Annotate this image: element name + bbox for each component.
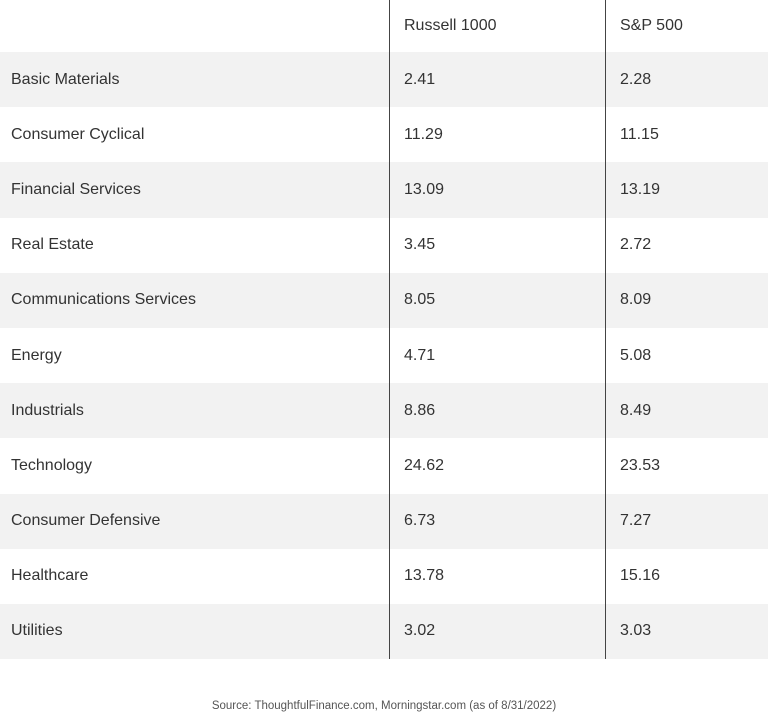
header-cell: S&P 500 xyxy=(605,0,768,52)
weight-value: 3.02 xyxy=(389,603,605,660)
table-row: Consumer Cyclical 11.29 11.15 xyxy=(0,107,768,163)
source-note: Source: ThoughtfulFinance.com, Morningst… xyxy=(211,700,557,712)
table-row: Consumer Defensive 6.73 7.27 xyxy=(0,493,768,549)
header-cell: Russell 1000 xyxy=(389,0,605,52)
weight-value: 11.15 xyxy=(605,107,768,163)
weight-value: 2.72 xyxy=(605,217,768,273)
header-cell xyxy=(0,0,389,52)
weight-value: 24.62 xyxy=(389,438,605,494)
weight-value: 8.49 xyxy=(605,383,768,439)
weight-value: 2.41 xyxy=(389,52,605,108)
table-row: Technology 24.62 23.53 xyxy=(0,438,768,494)
weight-value: 8.09 xyxy=(605,272,768,328)
table-row: Communications Services 8.05 8.09 xyxy=(0,272,768,328)
sector-name: Healthcare xyxy=(11,567,89,585)
sector-table: Russell 1000 S&P 500 Basic Materials 2.41… xyxy=(0,0,768,660)
sector-name: Communications Services xyxy=(11,291,196,309)
weight-value: 7.27 xyxy=(605,493,768,549)
weight-value: 6.73 xyxy=(389,493,605,549)
sector-name: Industrials xyxy=(11,401,84,419)
weight-value: 8.05 xyxy=(389,272,605,328)
weight-value: 8.86 xyxy=(389,383,605,439)
table-row: Real Estate 3.45 2.72 xyxy=(0,217,768,273)
table-row: Energy 4.71 5.08 xyxy=(0,327,768,384)
sector-name: Technology xyxy=(11,456,92,474)
sector-name: Utilities xyxy=(11,622,63,640)
sector-name: Energy xyxy=(11,346,62,364)
weight-value: 3.03 xyxy=(605,603,768,660)
sector-name: Consumer Defensive xyxy=(11,512,161,530)
table-row: Financial Services 13.09 13.19 xyxy=(0,162,768,218)
weight-value: 11.29 xyxy=(389,107,605,163)
weight-value: 4.71 xyxy=(389,327,605,384)
weight-value: 13.09 xyxy=(389,162,605,218)
weight-value: 23.53 xyxy=(605,438,768,494)
weight-value: 13.19 xyxy=(605,162,768,218)
table-row: Healthcare 13.78 15.16 xyxy=(0,548,768,604)
weight-value: 13.78 xyxy=(389,548,605,604)
weight-value: 3.45 xyxy=(389,217,605,273)
table-row: Utilities 3.02 3.03 xyxy=(0,603,768,660)
sector-name: Consumer Cyclical xyxy=(11,125,145,143)
table-row: Industrials 8.86 8.49 xyxy=(0,383,768,439)
weight-value: 15.16 xyxy=(605,548,768,604)
header-row: Russell 1000 S&P 500 xyxy=(0,0,768,52)
weight-value: 5.08 xyxy=(605,327,768,384)
sector-name: Real Estate xyxy=(11,236,94,254)
sector-name: Basic Materials xyxy=(11,70,120,88)
sector-name: Financial Services xyxy=(11,180,141,198)
table-row: Basic Materials 2.41 2.28 xyxy=(0,52,768,108)
weight-value: 2.28 xyxy=(605,52,768,108)
